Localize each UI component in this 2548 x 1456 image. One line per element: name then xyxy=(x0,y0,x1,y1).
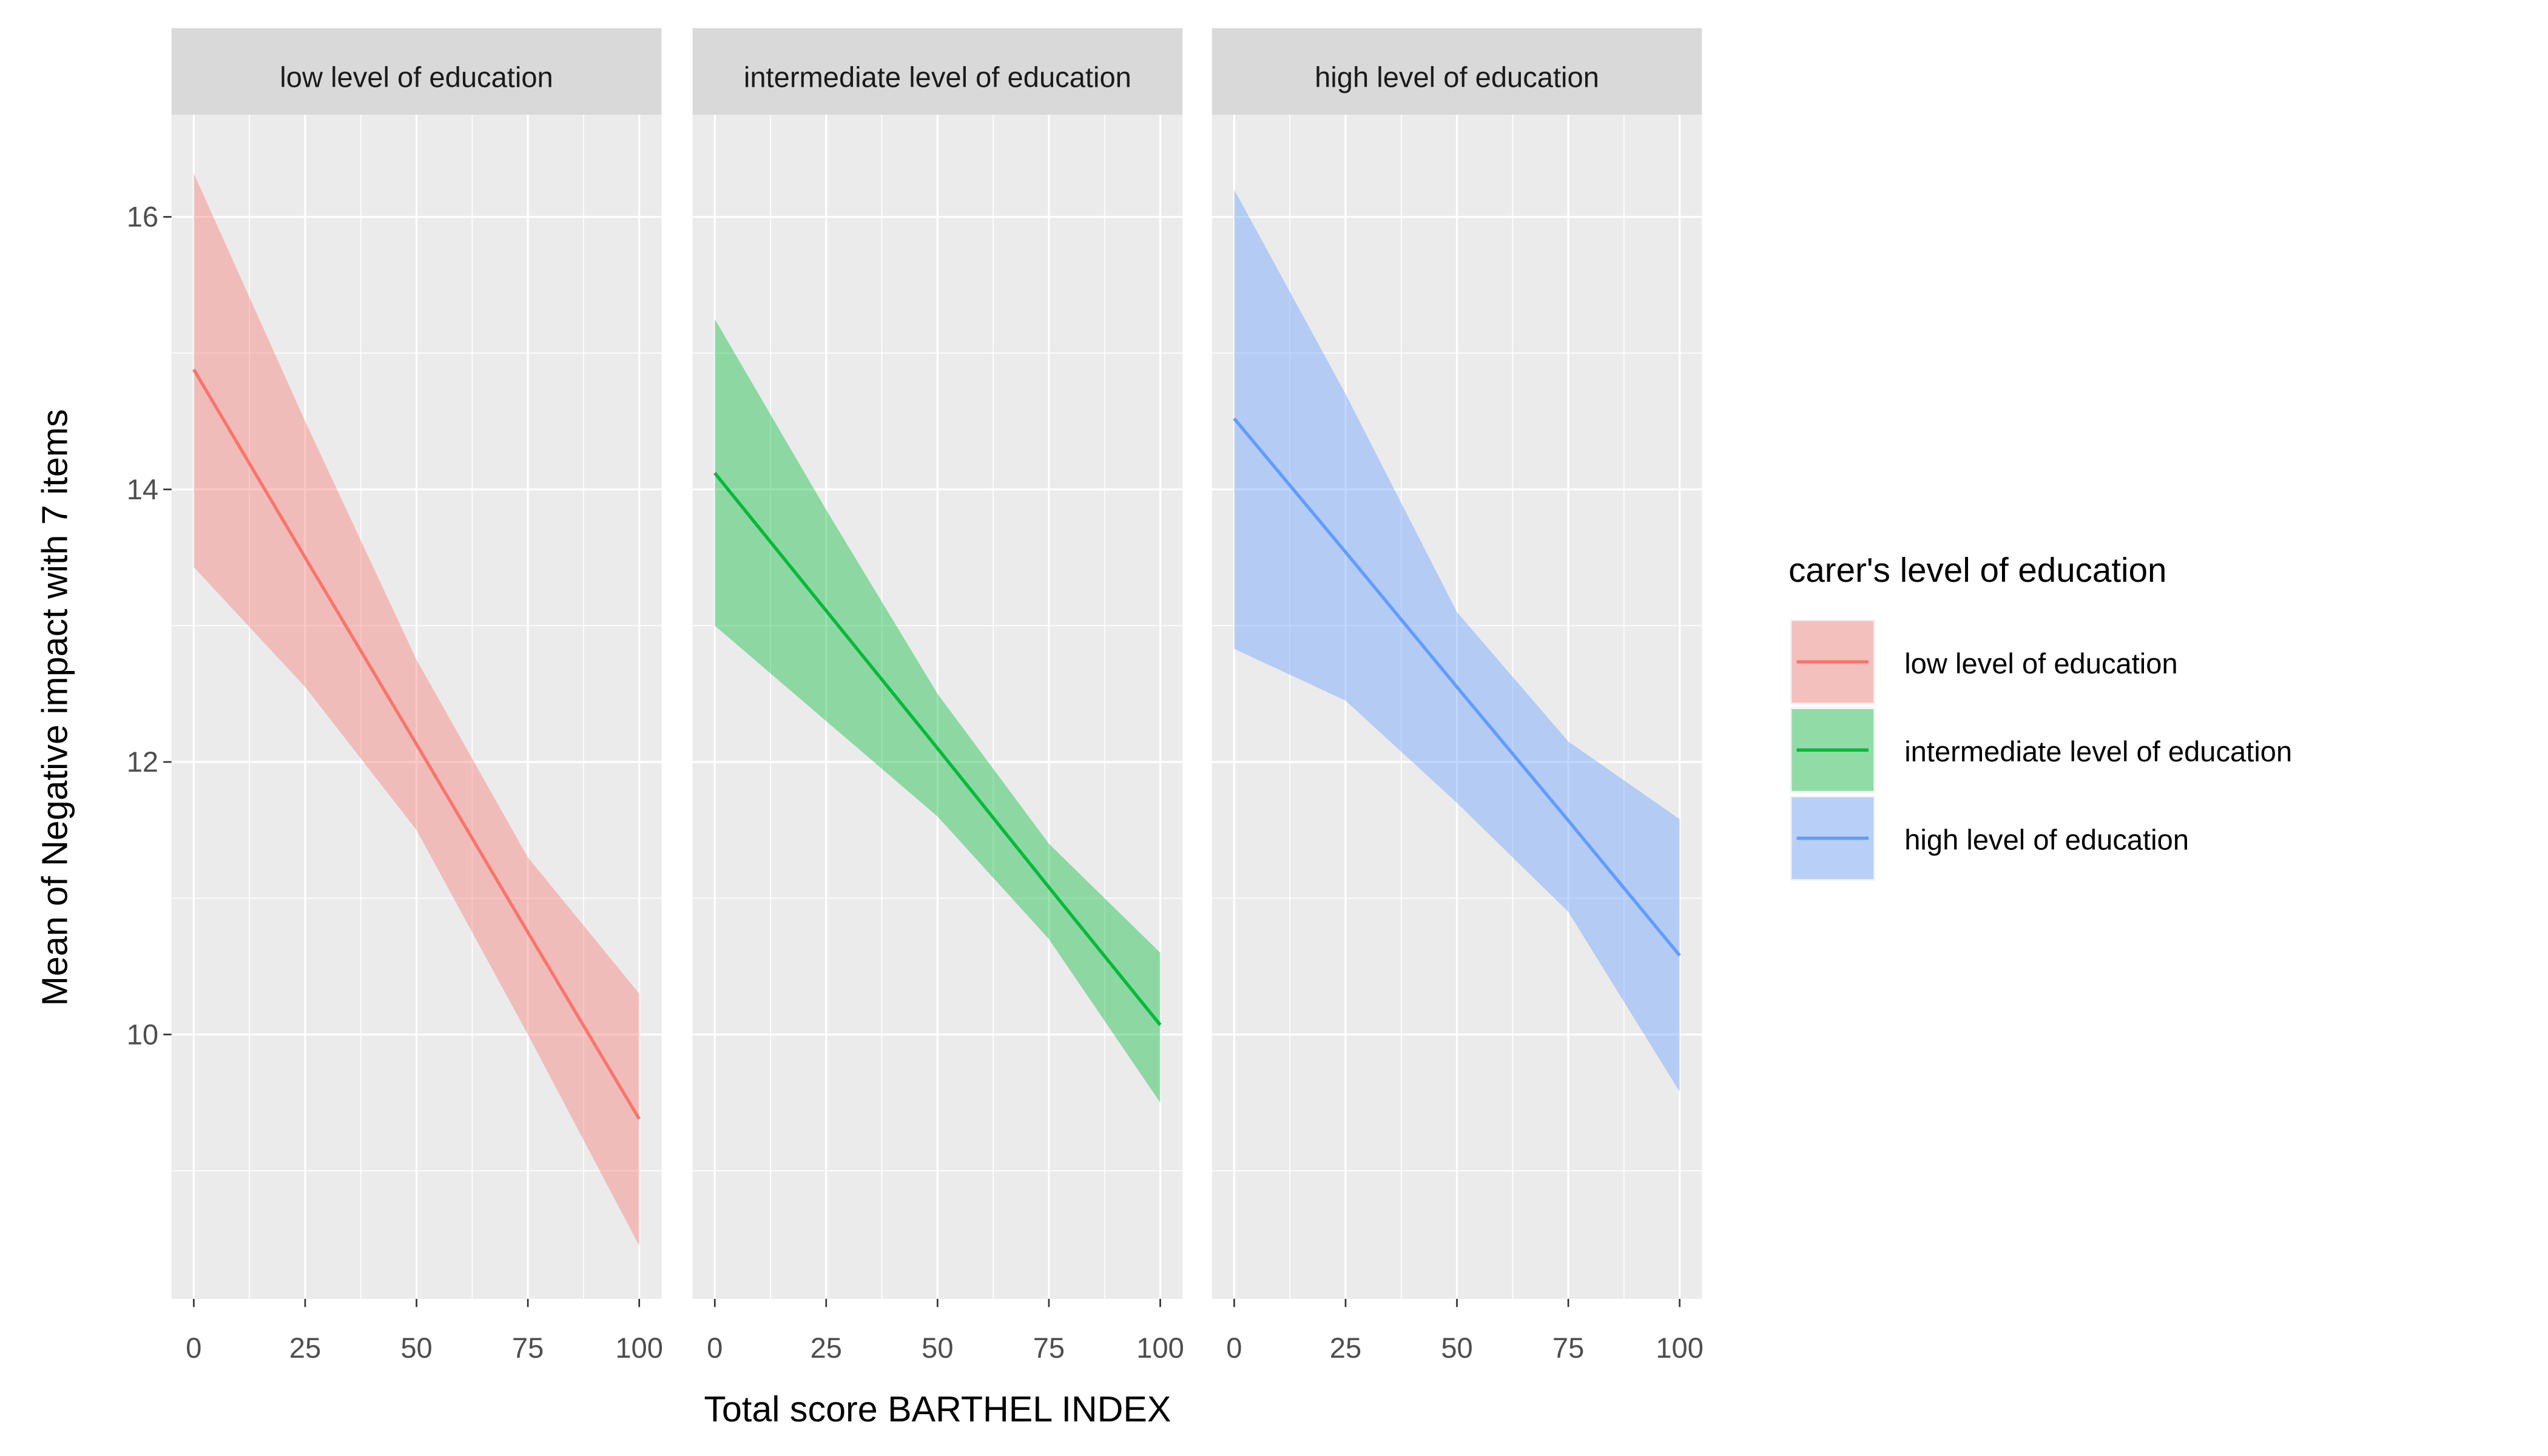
strip-background xyxy=(692,28,1183,115)
panel-2: intermediate level of education 0 25 50 75 10… xyxy=(692,28,1184,1364)
x-tick-label: 100 xyxy=(615,1332,663,1364)
strip-label: intermediate level of education xyxy=(744,61,1131,93)
x-tick-label: 75 xyxy=(512,1332,544,1364)
x-tick-label: 75 xyxy=(1033,1332,1065,1364)
y-tick-label: 10 xyxy=(127,1018,158,1050)
x-tick-label: 75 xyxy=(1552,1332,1584,1364)
legend-label: high level of education xyxy=(1904,824,2189,856)
x-axis-title: Total score BARTHEL INDEX xyxy=(704,1389,1171,1429)
x-tick-label: 50 xyxy=(922,1332,953,1364)
legend-item: intermediate level of education xyxy=(1790,707,2292,793)
x-tick-label: 25 xyxy=(1330,1332,1361,1364)
strip-background xyxy=(1212,28,1702,115)
y-tick-label: 12 xyxy=(127,746,158,778)
x-tick-label: 50 xyxy=(1441,1332,1472,1364)
legend-label: low level of education xyxy=(1904,647,2177,679)
strip-label: high level of education xyxy=(1315,61,1599,93)
x-tick-label: 25 xyxy=(811,1332,842,1364)
strip-label: low level of education xyxy=(280,61,553,93)
panel-3: high level of education 0 25 50 75 100 xyxy=(1212,28,1704,1364)
confidence-band xyxy=(715,318,1161,1103)
x-tick-label: 25 xyxy=(289,1332,321,1364)
y-axis-title: Mean of Negative impact with 7 items xyxy=(34,409,75,1006)
confidence-band xyxy=(194,173,639,1246)
x-tick-label: 50 xyxy=(400,1332,432,1364)
x-tick-label: 100 xyxy=(1656,1332,1704,1364)
y-tick-label: 16 xyxy=(127,201,158,233)
panel-1: low level of education 0 25 50 75 100 10 12 14 16 xyxy=(127,28,663,1364)
strip-background xyxy=(171,28,662,115)
legend-item: high level of education xyxy=(1790,795,2189,881)
legend: carer's level of education low level of … xyxy=(1788,551,2292,881)
x-tick-label: 0 xyxy=(707,1332,723,1364)
y-tick-label: 14 xyxy=(127,473,158,505)
legend-title: carer's level of education xyxy=(1788,551,2166,589)
x-tick-label: 0 xyxy=(1226,1332,1242,1364)
x-tick-label: 0 xyxy=(186,1332,201,1364)
legend-item: low level of education xyxy=(1790,619,2178,704)
fit-line xyxy=(713,472,1162,1026)
x-tick-label: 100 xyxy=(1136,1332,1184,1364)
legend-label: intermediate level of education xyxy=(1904,735,2292,767)
fit-line xyxy=(192,368,641,1120)
confidence-band xyxy=(1234,189,1680,1092)
fit-line xyxy=(1233,417,1681,957)
